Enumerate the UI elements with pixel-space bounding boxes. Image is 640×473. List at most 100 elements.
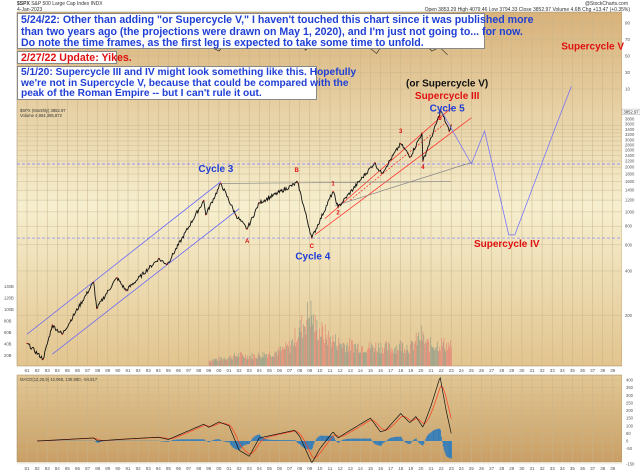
volume-bar [247, 355, 249, 366]
volume-bar [367, 349, 368, 366]
macd-histogram-bar [353, 438, 355, 441]
price-tick-label: 1600 [625, 179, 635, 184]
price-tick-label: 1000 [625, 209, 635, 214]
volume-bar [335, 334, 336, 366]
volume-bar [218, 356, 219, 366]
macd-histogram-bar [257, 434, 259, 441]
macd-histogram-bar [251, 438, 253, 441]
macd-histogram-bar [182, 439, 184, 441]
macd-histogram-bar [195, 439, 197, 441]
volume-bar [355, 343, 356, 366]
x-tick-label: 21 [428, 368, 434, 373]
volume-bar [393, 353, 394, 366]
price-tick-label: 3200 [625, 132, 635, 137]
macd-histogram-bar [427, 434, 429, 441]
x-tick-label: 10 [317, 466, 323, 471]
volume-bar [357, 343, 359, 366]
wave-label: 3 [399, 129, 403, 135]
x-tick-label: 08 [297, 368, 303, 373]
volume-bar [317, 340, 319, 366]
macd-histogram-bar [244, 441, 246, 445]
volume-bar [390, 352, 392, 366]
wave-label: 1 [331, 182, 335, 188]
x-tick-label: 04 [257, 466, 263, 471]
macd-histogram-bar [179, 439, 181, 441]
volume-bar [387, 350, 388, 366]
macd-histogram-bar [230, 441, 232, 446]
macd-histogram-bar [388, 439, 389, 441]
x-tick-label: 27 [489, 368, 495, 373]
volume-bar [356, 344, 358, 366]
volume-bar [361, 346, 362, 366]
price-pivot-point [373, 162, 376, 164]
x-tick-label: 34 [560, 466, 566, 471]
macd-histogram-bar [194, 439, 196, 441]
x-tick-label: 01 [226, 368, 232, 373]
volume-bar [423, 334, 425, 366]
volume-bar [274, 352, 276, 366]
x-tick-label: 37 [590, 368, 596, 373]
price-pivot-point [311, 237, 313, 239]
macd-histogram-bar [355, 438, 357, 441]
price-tick-label: 1800 [625, 171, 635, 176]
x-tick-label: 31 [529, 466, 535, 471]
volume-bar [208, 360, 210, 366]
macd-histogram-bar [346, 438, 348, 441]
x-tick-label: 07 [287, 466, 293, 471]
macd-histogram-bar [391, 437, 393, 441]
volume-bar [211, 361, 213, 366]
x-tick-label: 20 [418, 466, 424, 471]
volume-bar [383, 348, 385, 366]
macd-histogram-bar [367, 438, 368, 441]
volume-bar [375, 342, 377, 366]
macd-histogram-bar [294, 440, 296, 441]
volume-bar [229, 355, 231, 366]
x-tick-label: 22 [439, 368, 445, 373]
volume-bar [260, 358, 262, 366]
volume-bar [399, 343, 400, 366]
macd-histogram-bar [271, 439, 272, 441]
macd-histogram-bar [180, 439, 181, 441]
volume-bar [304, 327, 306, 366]
macd-histogram-bar [250, 441, 251, 442]
macd-histogram-bar [341, 440, 343, 441]
macd-tick-label: 100 [626, 423, 634, 428]
macd-histogram-bar [356, 438, 357, 441]
volume-bar [229, 356, 230, 366]
macd-histogram-bar [290, 440, 292, 441]
x-tick-label: 28 [499, 368, 505, 373]
volume-bar [275, 351, 276, 366]
volume-bar [236, 356, 238, 366]
volume-bar [446, 349, 448, 366]
macd-histogram-bar [343, 439, 345, 441]
x-tick-label: 83 [45, 368, 51, 373]
macd-histogram-bar [167, 441, 169, 442]
volume-bar [246, 359, 248, 366]
volume-bar [438, 350, 440, 366]
volume-bar [318, 339, 319, 366]
volume-bar [370, 347, 372, 366]
volume-bar [218, 361, 220, 366]
macd-histogram-bar [430, 432, 431, 441]
volume-bar [239, 352, 241, 366]
volume-bar [385, 341, 387, 366]
x-tick-label: 12 [338, 466, 344, 471]
macd-histogram-bar [362, 438, 364, 441]
wave-label: 2 [336, 210, 340, 216]
projection-line [440, 86, 572, 236]
volume-bar [319, 328, 320, 366]
macd-histogram-bar [185, 439, 187, 441]
x-tick-label: 86 [75, 466, 81, 471]
macd-histogram-bar [450, 441, 452, 459]
macd-histogram-bar [315, 439, 317, 441]
x-tick-label: 93 [146, 368, 152, 373]
x-tick-label: 31 [529, 368, 535, 373]
volume-bar [295, 346, 297, 366]
x-tick-label: 33 [550, 466, 556, 471]
volume-bar [277, 349, 279, 366]
x-tick-label: 88 [95, 466, 101, 471]
wave-label: Supercycle V [561, 41, 624, 52]
volume-bar [294, 327, 296, 366]
macd-histogram-bar [324, 435, 326, 441]
volume-bar [344, 344, 346, 366]
